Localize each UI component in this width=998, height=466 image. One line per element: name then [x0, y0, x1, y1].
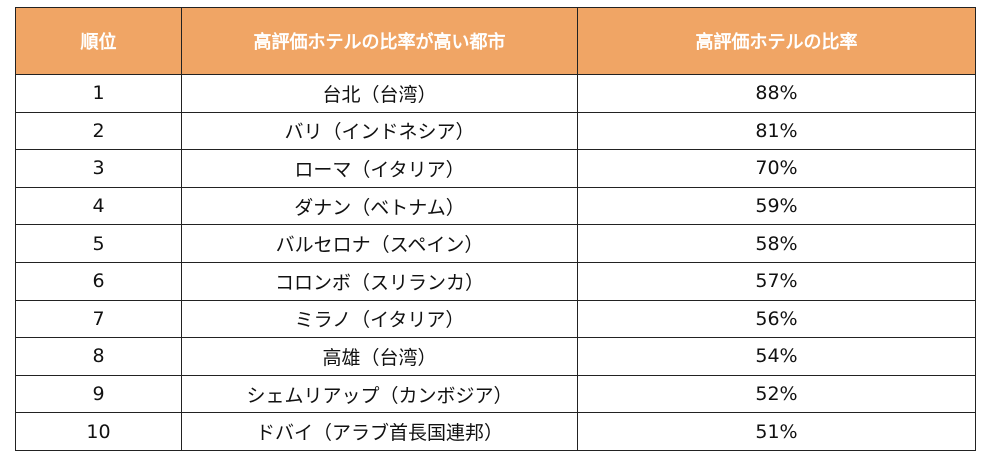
rank-cell: 1 [15, 74, 182, 113]
city-cell: 高雄（台湾） [181, 337, 578, 376]
city-cell: 台北（台湾） [181, 74, 578, 113]
rank-cell: 3 [15, 149, 182, 188]
table-row: 10 ドバイ（アラブ首長国連邦） 51% [15, 412, 976, 451]
header-row: 順位 高評価ホテルの比率が高い都市 高評価ホテルの比率 [15, 7, 976, 75]
column-header-city: 高評価ホテルの比率が高い都市 [181, 7, 578, 75]
rank-cell: 6 [15, 261, 182, 301]
ratio-cell: 57% [577, 261, 976, 301]
ratio-cell: 58% [577, 224, 976, 263]
rank-cell: 5 [15, 224, 182, 263]
table-row: 7 ミラノ（イタリア） 56% [15, 299, 976, 339]
table-row: 5 バルセロナ（スペイン） 58% [15, 224, 976, 263]
city-cell: コロンボ（スリランカ） [181, 261, 578, 301]
rank-cell: 8 [15, 337, 182, 376]
city-cell: バリ（インドネシア） [181, 111, 578, 151]
city-cell: バルセロナ（スペイン） [181, 224, 578, 263]
table-row: 4 ダナン（ベトナム） 59% [15, 186, 976, 226]
city-cell: ミラノ（イタリア） [181, 299, 578, 339]
rank-cell: 7 [15, 299, 182, 339]
ratio-cell: 54% [577, 337, 976, 376]
table-row: 1 台北（台湾） 88% [15, 74, 976, 113]
city-cell: シェムリアップ（カンボジア） [181, 374, 578, 414]
rank-cell: 9 [15, 374, 182, 414]
ratio-cell: 52% [577, 374, 976, 414]
table-row: 9 シェムリアップ（カンボジア） 52% [15, 374, 976, 414]
ratio-cell: 51% [577, 412, 976, 451]
ratio-cell: 59% [577, 186, 976, 226]
rank-cell: 10 [15, 412, 182, 451]
city-cell: ダナン（ベトナム） [181, 186, 578, 226]
city-cell: ローマ（イタリア） [181, 149, 578, 188]
table-header: 順位 高評価ホテルの比率が高い都市 高評価ホテルの比率 [15, 7, 976, 75]
ratio-cell: 56% [577, 299, 976, 339]
ratio-cell: 81% [577, 111, 976, 151]
ranking-table: 順位 高評価ホテルの比率が高い都市 高評価ホテルの比率 1 台北（台湾） 88%… [15, 7, 976, 451]
table-row: 3 ローマ（イタリア） 70% [15, 149, 976, 188]
ratio-cell: 88% [577, 74, 976, 113]
table-body: 1 台北（台湾） 88% 2 バリ（インドネシア） 81% 3 ローマ（イタリア… [15, 74, 976, 451]
rank-cell: 2 [15, 111, 182, 151]
ratio-cell: 70% [577, 149, 976, 188]
rank-cell: 4 [15, 186, 182, 226]
table-row: 6 コロンボ（スリランカ） 57% [15, 261, 976, 301]
table-row: 8 高雄（台湾） 54% [15, 337, 976, 376]
column-header-rank: 順位 [15, 7, 182, 75]
table-row: 2 バリ（インドネシア） 81% [15, 111, 976, 151]
city-cell: ドバイ（アラブ首長国連邦） [181, 412, 578, 451]
column-header-ratio: 高評価ホテルの比率 [577, 7, 976, 75]
